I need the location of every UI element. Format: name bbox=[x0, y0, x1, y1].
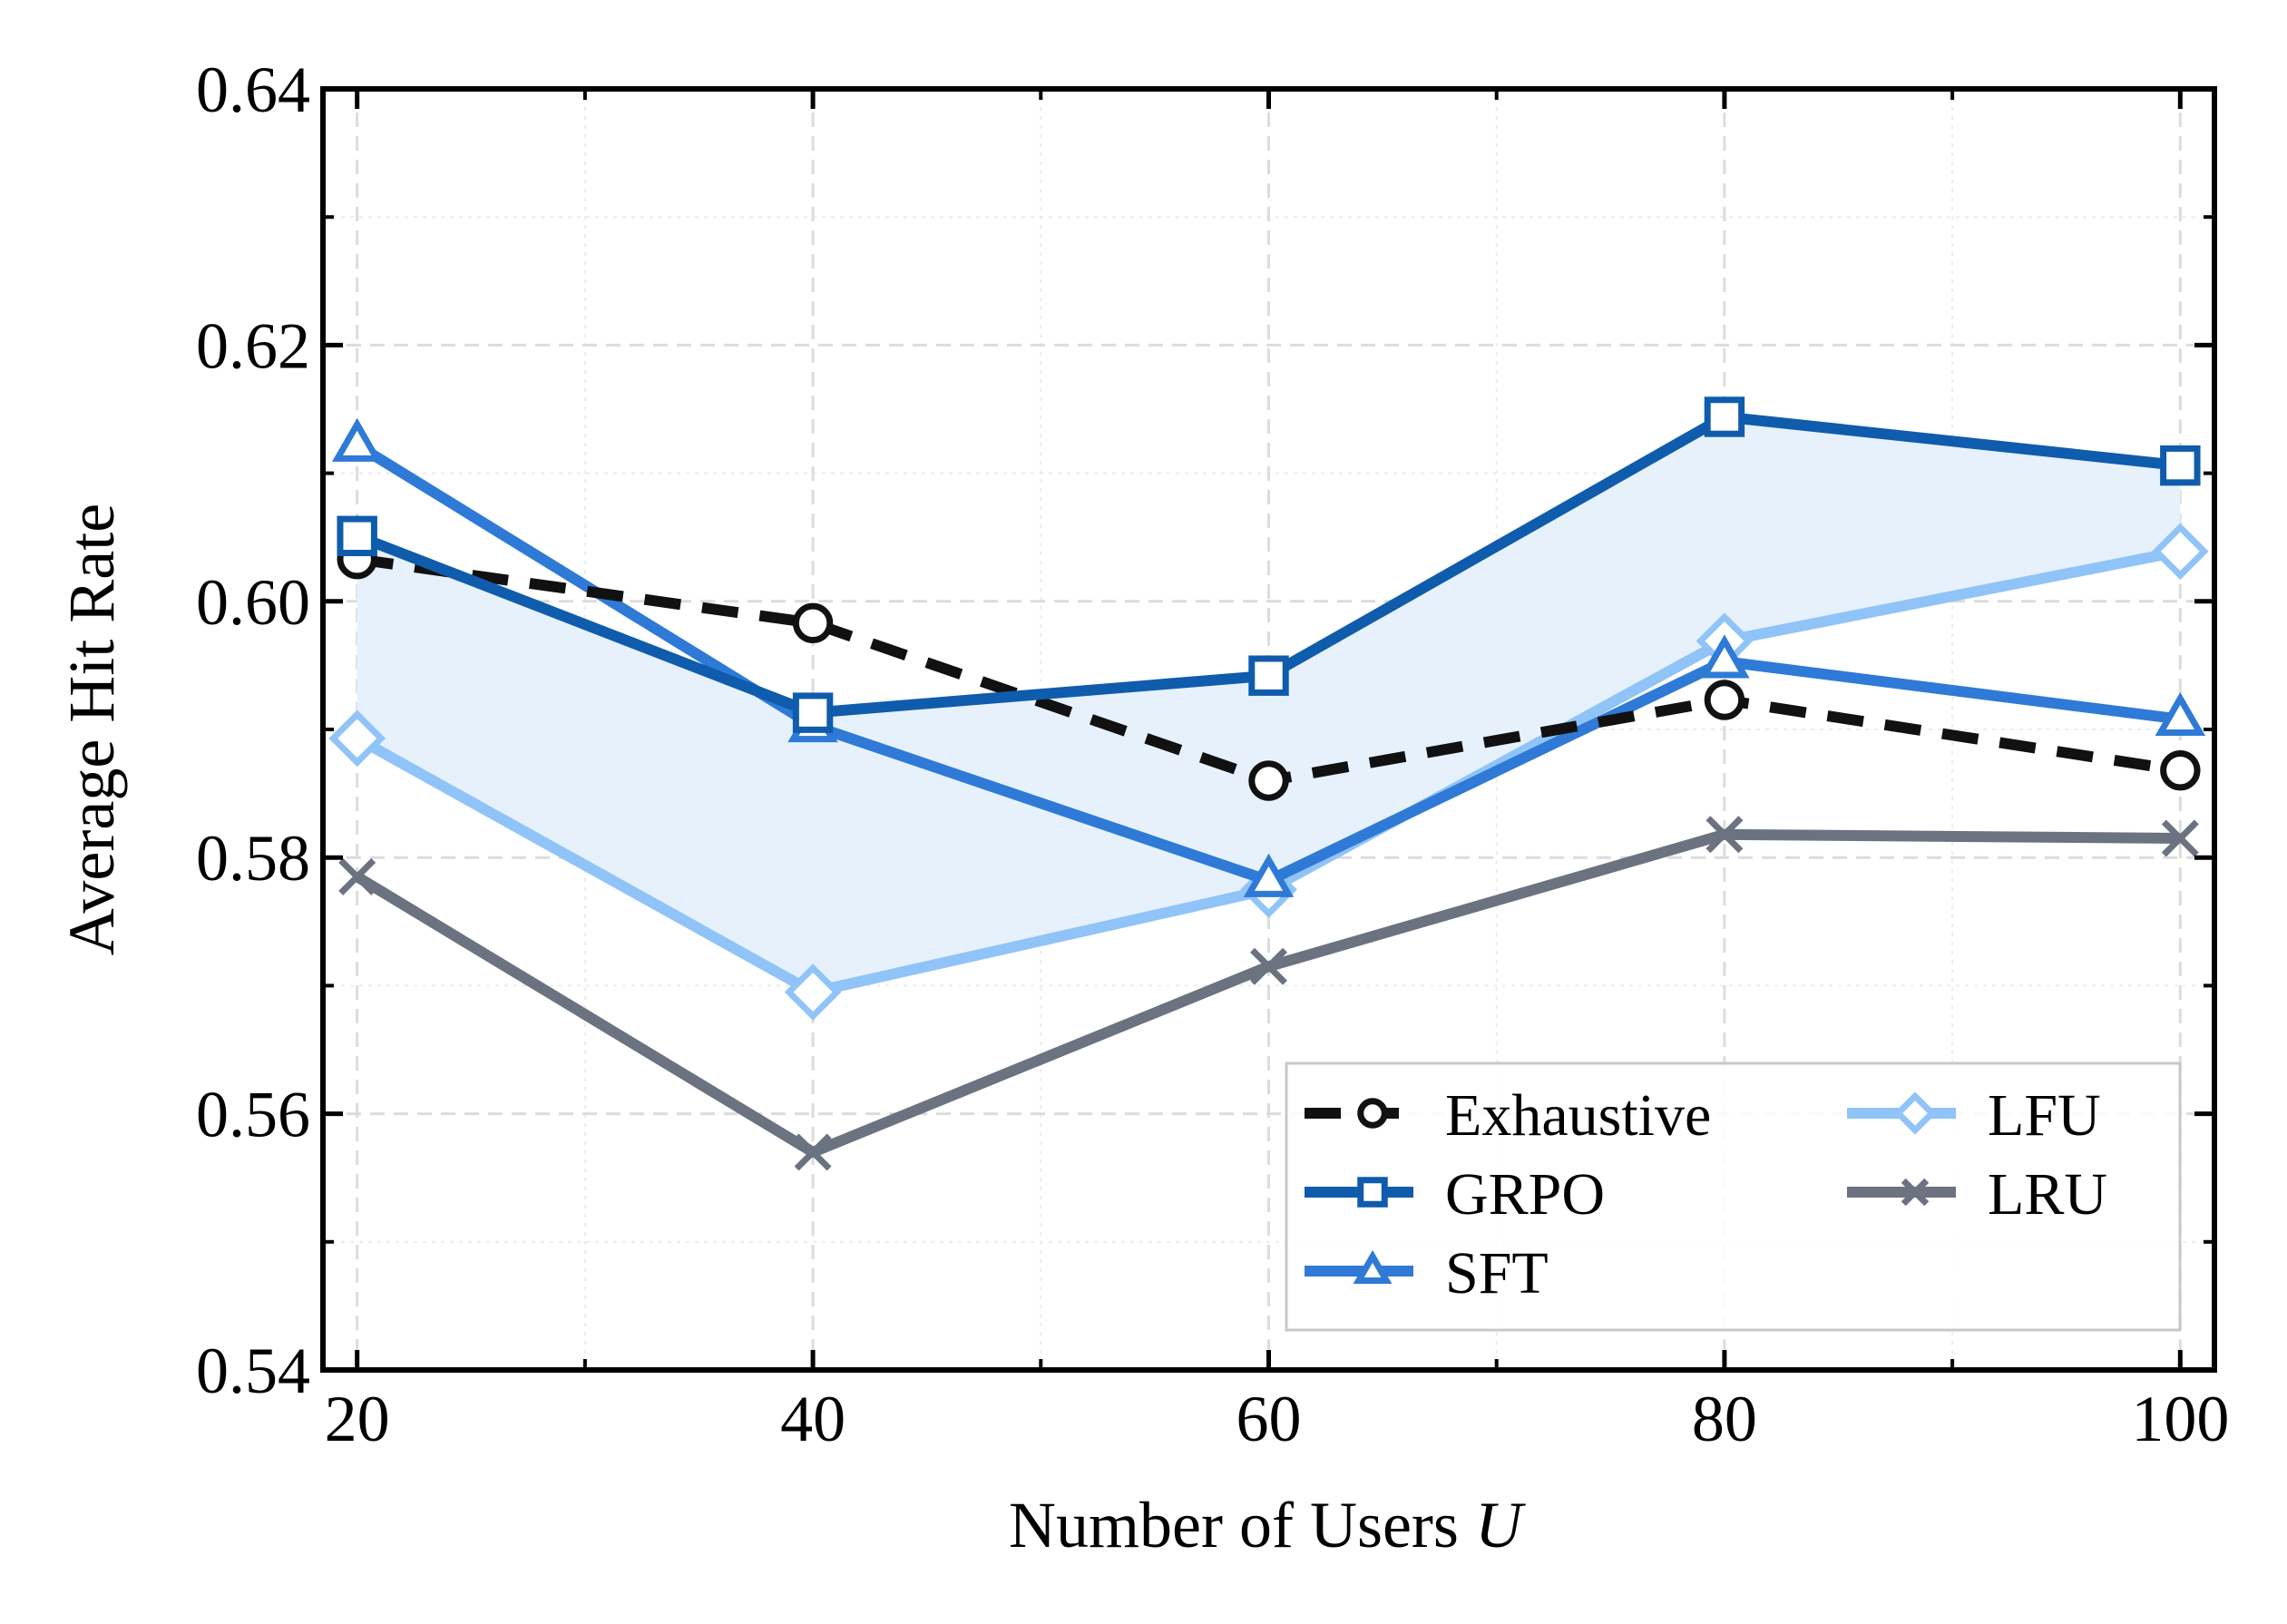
y-tick-label: 0.60 bbox=[196, 566, 310, 639]
legend-item-lfu: LFU bbox=[1847, 1082, 2101, 1149]
y-tick-label: 0.58 bbox=[196, 822, 310, 895]
point-sft bbox=[1699, 634, 1750, 679]
point-grpo bbox=[2160, 445, 2201, 486]
point-lru bbox=[2161, 819, 2199, 857]
x-stroke bbox=[794, 1133, 832, 1171]
point-lru bbox=[1705, 816, 1744, 854]
point-grpo bbox=[337, 515, 377, 557]
shaded-band-grpo-lfu bbox=[357, 416, 2181, 993]
x-stroke bbox=[1705, 816, 1744, 854]
x-tick-label: 100 bbox=[2131, 1383, 2229, 1455]
x-stroke bbox=[1250, 947, 1287, 985]
point-lfu bbox=[328, 709, 386, 768]
point-exhaustive bbox=[792, 602, 834, 644]
point-sft bbox=[331, 417, 383, 462]
point-sft bbox=[1243, 853, 1295, 897]
legend-box bbox=[1285, 1061, 2182, 1332]
series-lru bbox=[338, 816, 2199, 1171]
legend-item-grpo: GRPO bbox=[1305, 1161, 1605, 1228]
point-lru bbox=[1250, 947, 1287, 985]
x-tick-label: 60 bbox=[1236, 1383, 1302, 1455]
point-grpo bbox=[792, 692, 834, 733]
point-lfu bbox=[784, 964, 842, 1021]
y-tick-label: 0.64 bbox=[196, 54, 310, 126]
y-axis-label: Average Hit Rate bbox=[55, 504, 128, 955]
legend-label-lfu: LFU bbox=[1988, 1082, 2101, 1149]
legend-item-sft: SFT bbox=[1305, 1240, 1549, 1306]
legend-marker-grpo bbox=[1357, 1177, 1388, 1208]
y-tick-label: 0.54 bbox=[196, 1335, 310, 1407]
point-sft bbox=[2155, 691, 2206, 737]
x-stroke bbox=[1901, 1178, 1930, 1207]
y-tick-label: 0.62 bbox=[196, 309, 310, 382]
y-tick-label: 0.56 bbox=[196, 1079, 310, 1151]
series-grpo bbox=[337, 396, 2201, 733]
legend-item-exhaustive: Exhaustive bbox=[1305, 1082, 1711, 1149]
legend-label-sft: SFT bbox=[1445, 1240, 1549, 1306]
legend-item-lru: LRU bbox=[1847, 1161, 2107, 1228]
x-tick-label: 40 bbox=[780, 1383, 845, 1455]
x-stroke bbox=[2161, 819, 2199, 857]
legend-label-exhaustive: Exhaustive bbox=[1445, 1082, 1711, 1149]
legend-marker-sft bbox=[1353, 1249, 1393, 1284]
x-axis-label: Number of Users U bbox=[1009, 1489, 1526, 1561]
x-tick-label: 20 bbox=[325, 1383, 390, 1455]
x-stroke bbox=[338, 857, 376, 895]
legend: Exhaustive GRPO SFT LFU LRU bbox=[1285, 1061, 2182, 1332]
series-layer bbox=[328, 396, 2209, 1171]
point-lru bbox=[794, 1133, 832, 1171]
point-grpo bbox=[1248, 655, 1289, 696]
x-tick-label: 80 bbox=[1692, 1383, 1757, 1455]
legend-label-grpo: GRPO bbox=[1445, 1161, 1605, 1228]
point-exhaustive bbox=[1248, 760, 1289, 801]
legend-marker-lfu bbox=[1893, 1091, 1937, 1135]
legend-label-lru: LRU bbox=[1988, 1161, 2107, 1228]
tick-labels: 20 40 60 80 100 0.54 0.56 0.58 0.60 0.62 0.64 bbox=[196, 54, 2229, 1455]
point-lru bbox=[338, 857, 376, 895]
legend-marker-exhaustive bbox=[1357, 1098, 1388, 1129]
point-exhaustive bbox=[1704, 680, 1745, 720]
point-lfu bbox=[2151, 523, 2209, 581]
point-grpo bbox=[1704, 396, 1745, 437]
legend-marker-lru bbox=[1901, 1178, 1930, 1207]
point-exhaustive bbox=[2160, 749, 2201, 791]
axes-frame bbox=[320, 86, 2217, 1373]
shaded-band-layer bbox=[357, 416, 2181, 993]
